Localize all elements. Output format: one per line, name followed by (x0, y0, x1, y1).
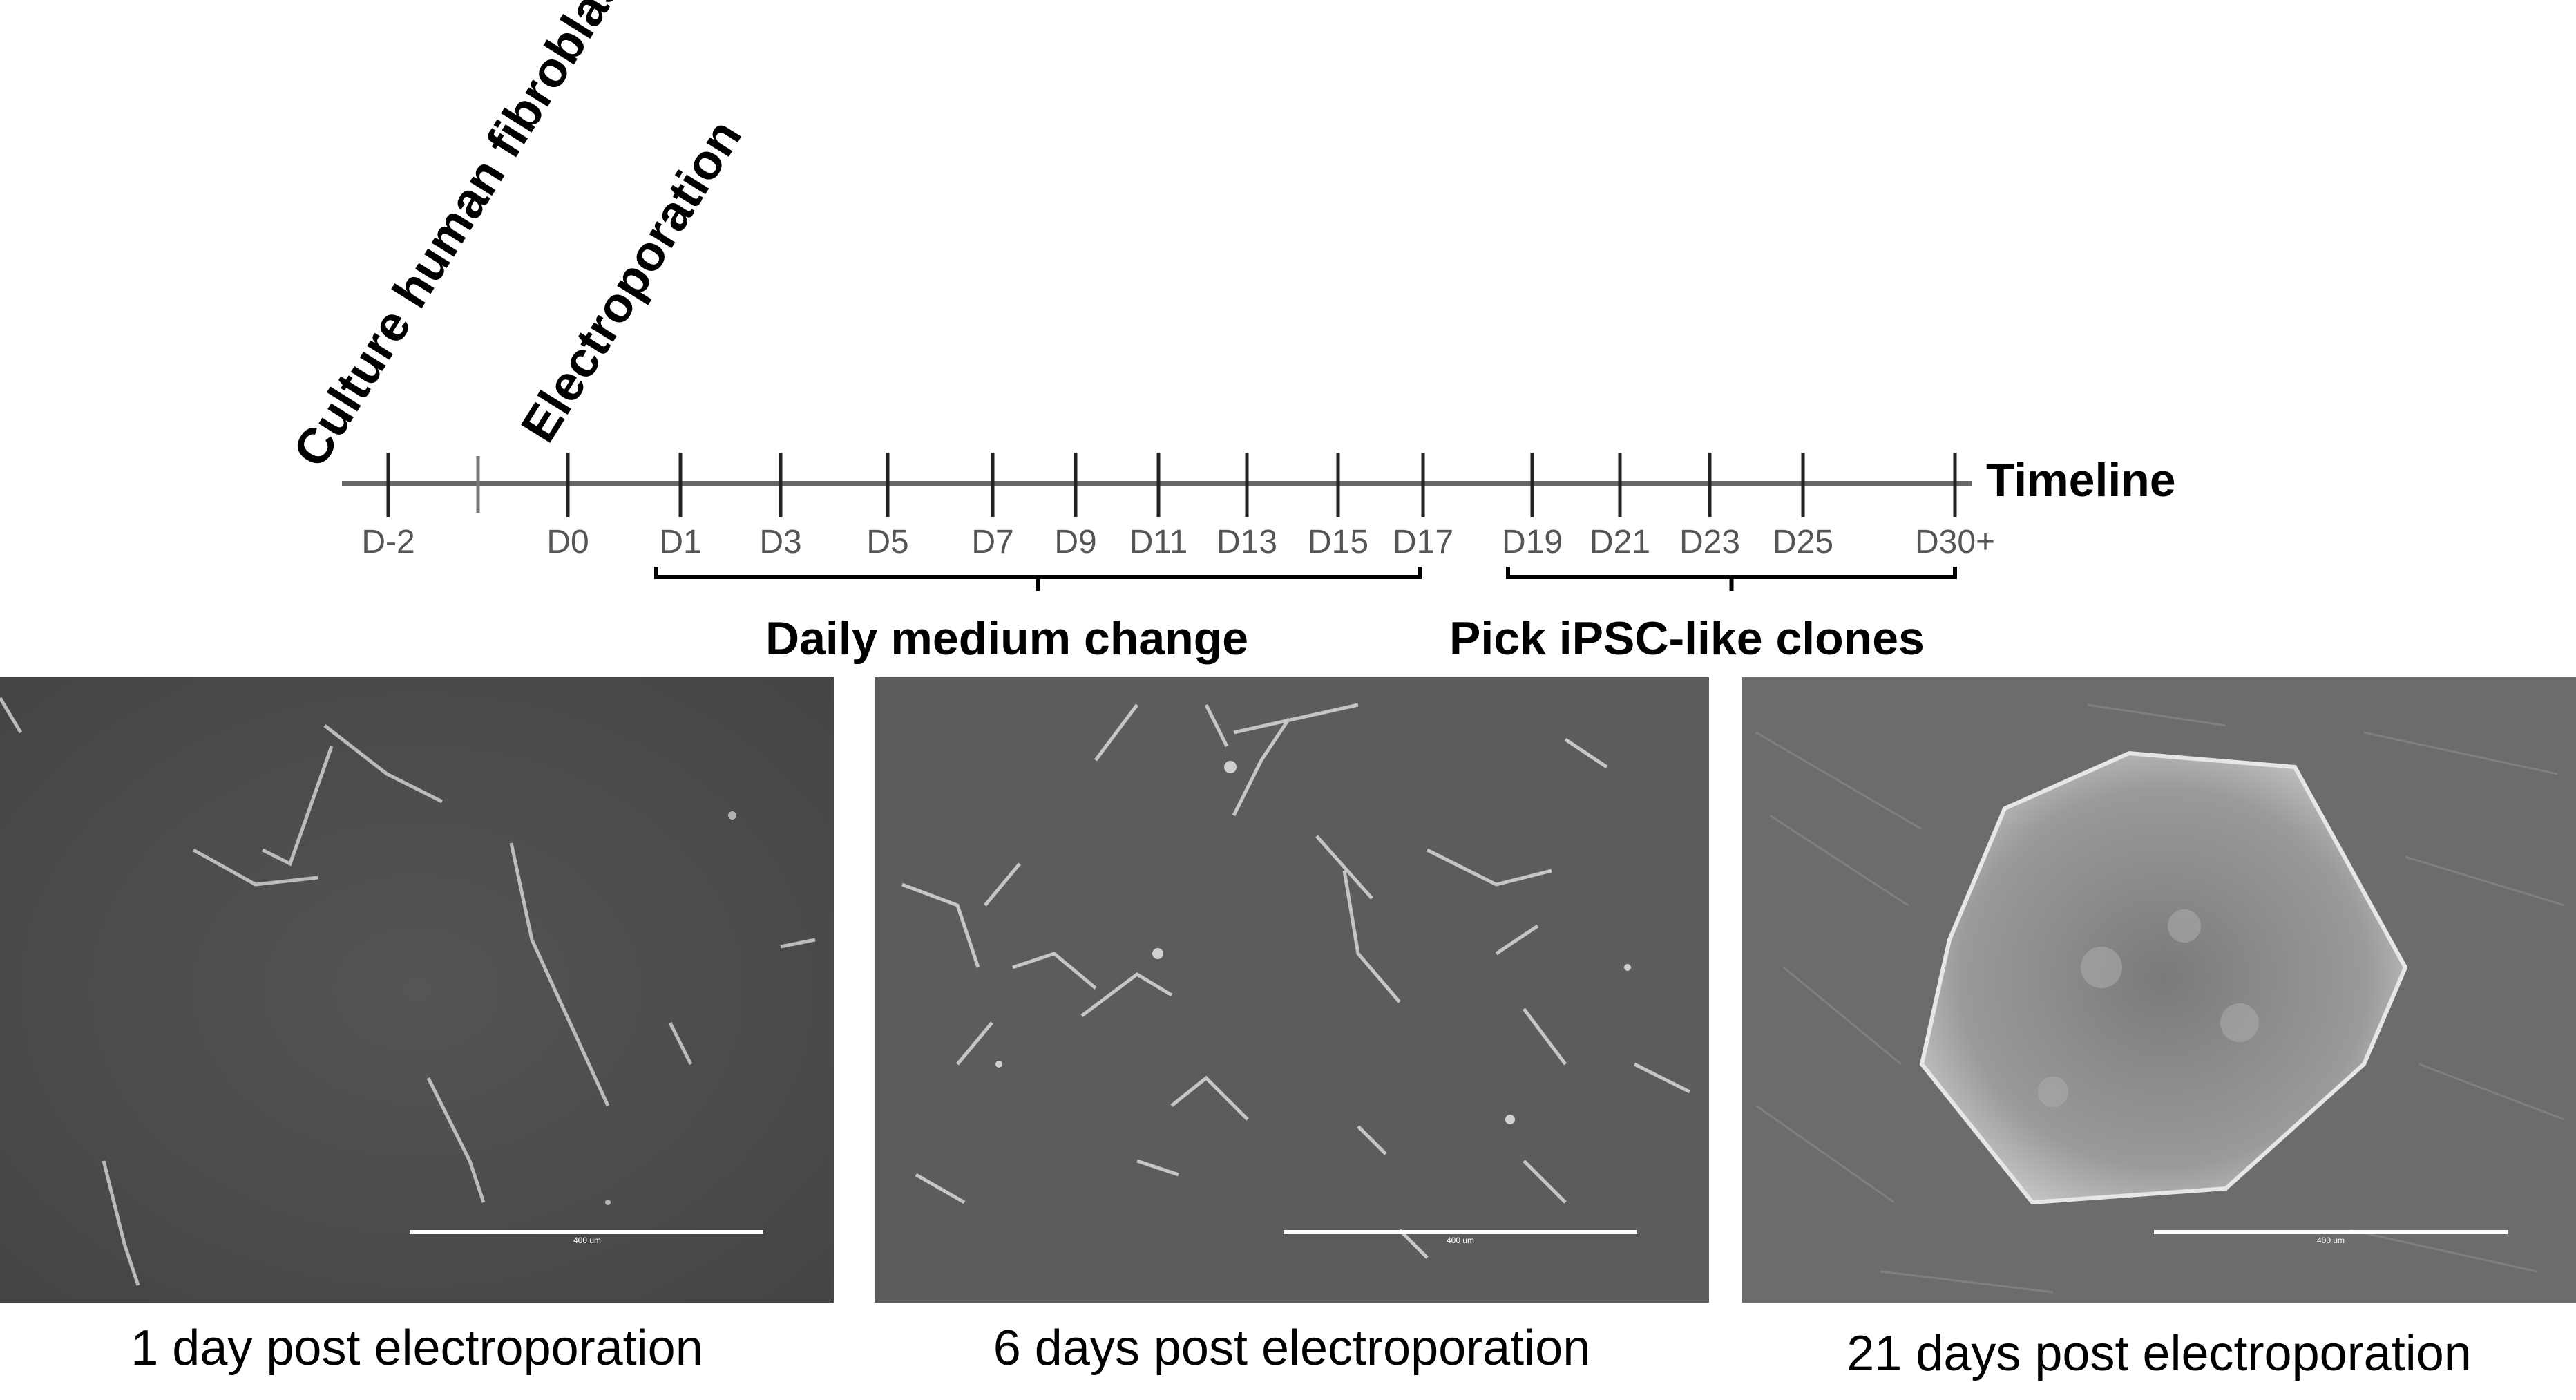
timeline-tick-label: D3 (759, 524, 801, 560)
timeline-label: Timeline (1986, 454, 2176, 507)
timeline-ticks (386, 453, 1957, 517)
timeline-tick-label: D7 (971, 524, 1013, 560)
caption-day1: 1 day post electroporation (131, 1321, 703, 1376)
timeline-tick-label: D1 (659, 524, 701, 560)
phase-brace (1506, 567, 1957, 591)
timeline-tick-label: D5 (866, 524, 908, 560)
scale-text: 400 um (573, 1236, 602, 1245)
scale-text: 400 um (2316, 1236, 2345, 1245)
micrograph-day1: 400 um (0, 677, 834, 1303)
timeline-tick-label: D30+ (1915, 524, 1995, 560)
scale-text: 400 um (1446, 1236, 1475, 1245)
micrograph-day21: 400 um (1742, 677, 2576, 1303)
timeline-tick-label: D9 (1054, 524, 1096, 560)
caption-day6: 6 days post electroporation (993, 1321, 1591, 1376)
phase-label-medium: Daily medium change (765, 612, 1249, 665)
phase-label-pick: Pick iPSC-like clones (1449, 612, 1925, 665)
timeline-tick-label: D-2 (361, 524, 414, 560)
timeline-tick-label: D17 (1393, 524, 1453, 560)
phase-braces (654, 567, 1957, 591)
timeline-tick-label: D0 (546, 524, 589, 560)
timeline-axis: D-2 D0 D1 D3 D5 D7 D9 D11 D13 D15 D17 D19 D21 D23 D25 D… (342, 453, 1995, 591)
caption-day21: 21 days post electroporation (1847, 1326, 2472, 1381)
timeline-tick-label: D15 (1308, 524, 1368, 560)
timeline-tick-label: D11 (1129, 524, 1188, 560)
micrograph-day6: 400 um (875, 677, 1709, 1303)
timeline-tick-label: D19 (1502, 524, 1563, 560)
timeline-tick-label: D23 (1679, 524, 1740, 560)
timeline-tick-label: D13 (1217, 524, 1277, 560)
timeline-tick-label: D25 (1773, 524, 1833, 560)
timeline-tick-labels: D-2 D0 D1 D3 D5 D7 D9 D11 D13 D15 D17 D19 D21 D23 D25 D… (361, 524, 1995, 560)
timeline-tick-label: D21 (1590, 524, 1650, 560)
phase-brace (654, 567, 1422, 591)
